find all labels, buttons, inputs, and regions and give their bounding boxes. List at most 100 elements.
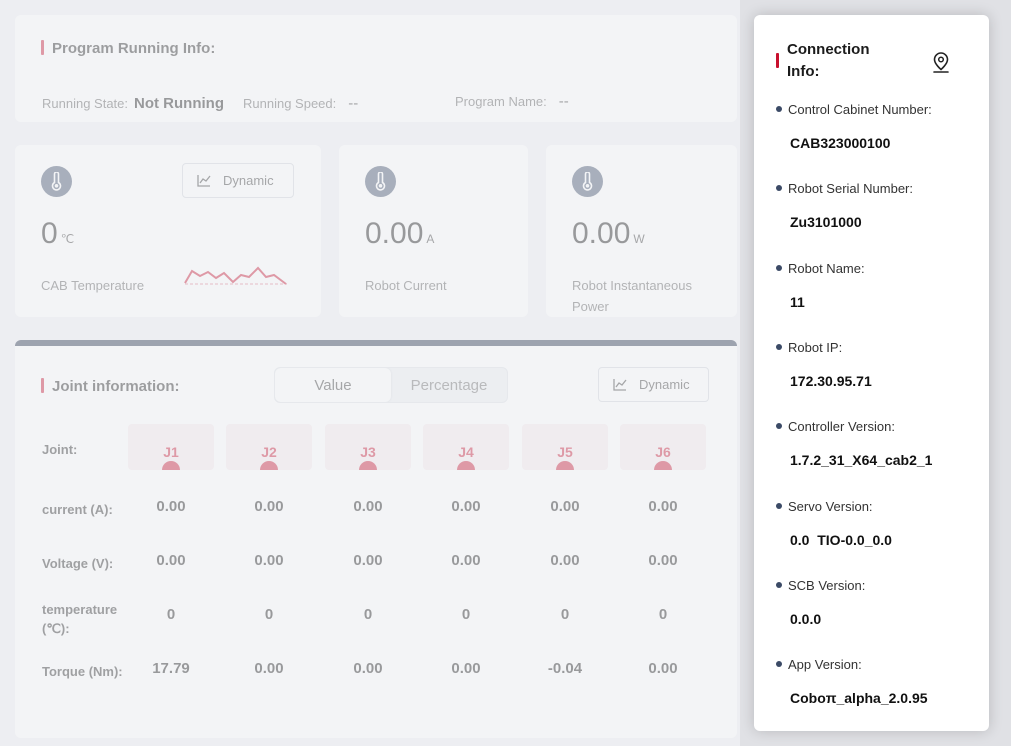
program-name-value: -- — [558, 93, 569, 110]
joint-value-cell: 0.00 — [648, 660, 678, 677]
temperature-sparkline — [184, 266, 287, 285]
program-info-title: Program Running Info: — [41, 40, 215, 57]
joint-header-j6: J6 — [620, 424, 706, 470]
connection-info-title: Connection Info: — [776, 39, 896, 83]
joint-header-label: J2 — [261, 444, 277, 460]
connection-item-value: Zu3101000 — [790, 214, 862, 231]
joint-value-cell: 0 — [560, 606, 570, 623]
joint-value-cell: 0.00 — [451, 660, 481, 677]
joint-header-j1: J1 — [128, 424, 214, 470]
running-state: Running State: Not Running — [42, 95, 224, 112]
title-accent-bar — [41, 40, 44, 55]
joint-header-label: J5 — [557, 444, 573, 460]
line-chart-icon — [197, 175, 211, 187]
joint-indicator-dot — [654, 461, 672, 470]
joint-dynamic-button[interactable]: Dynamic — [598, 367, 709, 402]
connection-item: Controller Version: 1.7.2_31_X64_cab2_1 — [776, 419, 976, 468]
joint-value-cell: 0.00 — [550, 498, 580, 515]
joint-row-label: temperature (℃): — [42, 602, 118, 636]
connection-item-label: App Version: — [776, 657, 976, 672]
program-running-info-card: Program Running Info: Running State: Not … — [15, 15, 737, 122]
connection-item: App Version: Coboπ_alpha_2.0.95 — [776, 657, 976, 706]
joint-value-cell: 0 — [658, 606, 668, 623]
joint-value-cell: 0.00 — [353, 660, 383, 677]
robot-power-label: Robot Instantaneous Power — [572, 278, 692, 314]
location-pin-icon[interactable] — [931, 51, 951, 75]
joint-value-cell: 0.00 — [156, 552, 186, 569]
connection-item-label: Control Cabinet Number: — [776, 102, 976, 117]
connection-item-value: 0.0.0 — [790, 610, 822, 627]
connection-item: SCB Version: 0.0.0 — [776, 578, 976, 627]
joint-value-cell: 0.00 — [254, 660, 284, 677]
joint-indicator-dot — [556, 461, 574, 470]
joint-header-j4: J4 — [423, 424, 509, 470]
cab-temperature-dynamic-button[interactable]: Dynamic — [182, 163, 294, 198]
joint-header-label: J3 — [360, 444, 376, 460]
robot-power-card: 0.00 W Robot Instantaneous Power — [546, 145, 737, 317]
cab-temperature-label: CAB Temperature — [41, 278, 145, 293]
title-accent-bar — [776, 53, 779, 68]
joint-info-title: Joint information: — [41, 378, 180, 395]
joint-value-cell: 0.00 — [550, 552, 580, 569]
robot-current-value: 0.00 A — [365, 217, 435, 250]
joint-value-cell: 0.00 — [254, 498, 284, 515]
joint-value-cell: 0 — [166, 606, 176, 623]
running-speed-value: -- — [348, 95, 359, 112]
thermometer-icon — [41, 166, 72, 197]
toggle-value[interactable]: Value — [275, 368, 391, 402]
joint-value-cell: 0 — [461, 606, 471, 623]
connection-item-value: 11 — [790, 293, 805, 310]
connection-item: Robot Serial Number: Zu3101000 — [776, 181, 976, 230]
joint-value-cell: 0.00 — [353, 552, 383, 569]
joint-value-cell: 0.00 — [648, 498, 678, 515]
connection-item-value: Coboπ_alpha_2.0.95 — [790, 690, 928, 707]
connection-item-label: Robot Serial Number: — [776, 181, 976, 196]
connection-item-label: Controller Version: — [776, 419, 976, 434]
connection-item: Control Cabinet Number: CAB323000100 — [776, 102, 976, 151]
robot-power-value: 0.00 W — [572, 217, 645, 250]
joint-header-label: Joint: — [42, 442, 78, 457]
title-accent-bar — [41, 378, 44, 393]
connection-item-label: Robot Name: — [776, 261, 976, 276]
line-chart-icon — [613, 379, 627, 391]
joint-value-cell: 0.00 — [648, 552, 678, 569]
connection-item: Robot IP: 172.30.95.71 — [776, 340, 976, 389]
thermometer-icon — [365, 166, 396, 197]
connection-item-value: 0.0 TIO-0.0_0.0 — [790, 531, 892, 548]
robot-current-label: Robot Current — [365, 278, 447, 293]
joint-value-cell: 0 — [363, 606, 373, 623]
joint-header-label: J6 — [655, 444, 671, 460]
joint-value-cell: 0.00 — [254, 552, 284, 569]
running-speed: Running Speed: -- — [243, 95, 359, 112]
connection-item-label: Servo Version: — [776, 499, 976, 514]
joint-indicator-dot — [260, 461, 278, 470]
connection-item-value: 172.30.95.71 — [790, 372, 872, 389]
joint-indicator-dot — [162, 461, 180, 470]
connection-item-value: CAB323000100 — [790, 135, 891, 151]
running-state-value: Not Running — [134, 95, 224, 112]
joint-value-cell: 0.00 — [451, 552, 481, 569]
cab-temperature-card: Dynamic 0 ℃ CAB Temperature — [15, 145, 321, 317]
joint-indicator-dot — [457, 461, 475, 470]
joint-value-cell: 0.00 — [156, 498, 186, 515]
connection-item-label: Robot IP: — [776, 340, 976, 355]
joint-header-j3: J3 — [325, 424, 411, 470]
robot-current-card: 0.00 A Robot Current — [339, 145, 528, 317]
connection-info-panel: Connection Info: Control Cabinet Number:… — [754, 15, 989, 731]
joint-header-label: J1 — [163, 444, 179, 460]
connection-item-value: 1.7.2_31_X64_cab2_1 — [790, 452, 933, 469]
connection-item-label: SCB Version: — [776, 578, 976, 593]
program-name: Program Name: -- — [455, 93, 569, 110]
joint-header-label: J4 — [458, 444, 474, 460]
joint-value-cell: 0 — [264, 606, 274, 623]
cab-temperature-value: 0 ℃ — [41, 217, 75, 250]
toggle-percentage[interactable]: Percentage — [410, 376, 488, 394]
joint-value-cell: 0.00 — [451, 498, 481, 515]
joint-value-cell: 0.00 — [353, 498, 383, 515]
joint-value-cell: -0.04 — [547, 660, 583, 677]
thermometer-icon — [572, 166, 603, 197]
value-percentage-toggle: Value Percentage — [274, 367, 508, 403]
joint-information-card: Joint information: Value Percentage Dyna… — [15, 340, 737, 738]
connection-item: Servo Version: 0.0 TIO-0.0_0.0 — [776, 499, 976, 548]
joint-value-cell: 17.79 — [152, 660, 190, 677]
